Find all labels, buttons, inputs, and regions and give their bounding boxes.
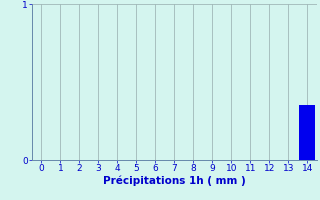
- Bar: [299, 105, 316, 160]
- X-axis label: Précipitations 1h ( mm ): Précipitations 1h ( mm ): [103, 176, 246, 186]
